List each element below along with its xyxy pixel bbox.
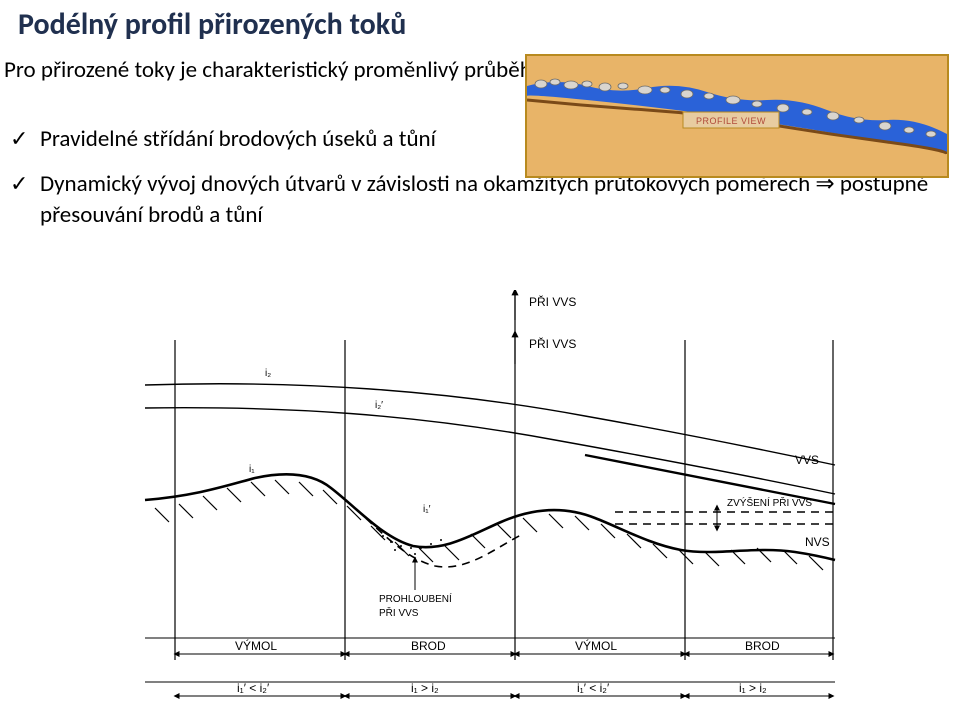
label-prohloubeni-2: PŘI VVS <box>379 606 419 619</box>
page-title: Podélný profil přirozených toků <box>18 6 406 43</box>
label-brod-1: BROD <box>411 639 446 653</box>
label-vvs: VVS <box>795 453 819 467</box>
label-ineq-4: i₁ > i₂ <box>739 681 767 695</box>
label-nvs: NVS <box>805 535 830 549</box>
label-brod-2: BROD <box>745 639 780 653</box>
label-vymol-2: VÝMOL <box>575 638 617 653</box>
label-ineq-2: i₁ > i₂ <box>411 681 439 695</box>
label-pri-vvs-2: PŘI VVS <box>529 336 576 351</box>
longitudinal-profile-diagram: PŘI VVS PŘI VVS i₂ i₂′ VVS NVS <box>115 290 845 710</box>
label-prohloubeni-1: PROHLOUBENÍ <box>379 592 452 605</box>
profile-view-illustration: PROFILE VIEW <box>525 54 949 178</box>
label-i2p: i₂′ <box>375 400 383 411</box>
label-zvyseni: ZVÝŠENÍ PŘI VVS <box>727 496 812 509</box>
label-i2: i₂ <box>265 368 271 379</box>
list-item: Dynamický vývoj dnových útvarů v závislo… <box>4 169 944 231</box>
label-vymol-1: VÝMOL <box>235 638 277 653</box>
label-pri-vvs-1: PŘI VVS <box>529 294 576 309</box>
label-ineq-3: i₁′ < i₂′ <box>577 681 610 695</box>
label-i1p: i₁′ <box>423 504 431 515</box>
label-i1: i₁ <box>249 464 255 475</box>
label-ineq-1: i₁′ < i₂′ <box>237 681 270 695</box>
profile-view-caption: PROFILE VIEW <box>696 116 766 126</box>
